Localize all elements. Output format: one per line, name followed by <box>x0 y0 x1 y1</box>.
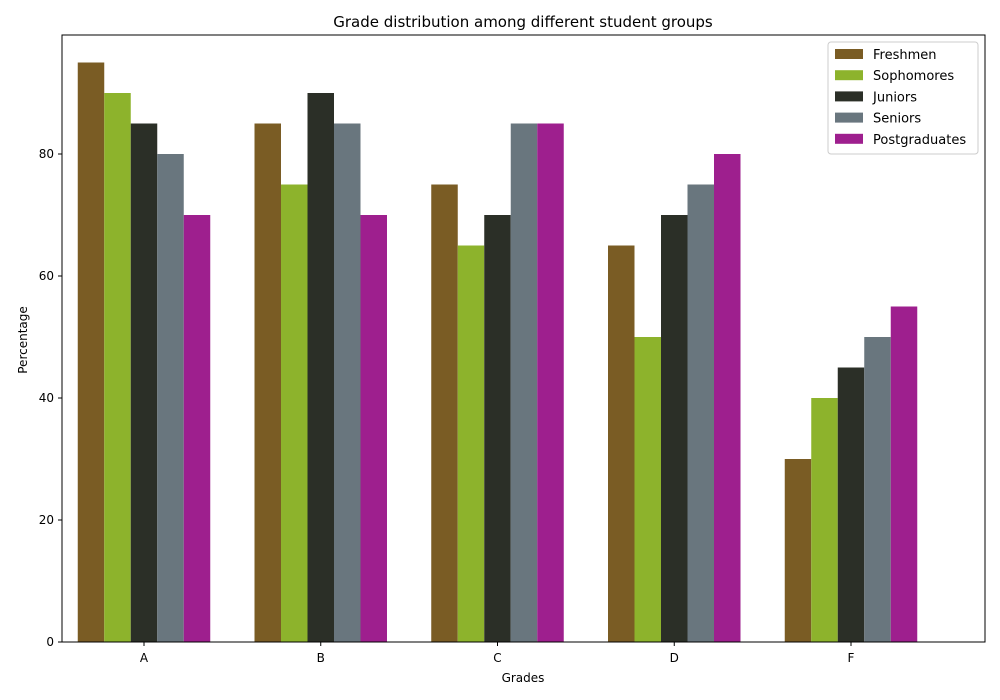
y-tick-label: 60 <box>39 269 54 283</box>
bar-freshmen-a <box>77 62 105 642</box>
x-tick-label: F <box>848 651 855 665</box>
bar-freshmen-b <box>254 123 281 642</box>
bar-sophomores-f <box>811 398 838 642</box>
chart-title: Grade distribution among different stude… <box>333 13 713 31</box>
legend-swatch-sophomores <box>835 70 863 81</box>
bar-juniors-a <box>130 123 158 642</box>
bar-juniors-f <box>837 367 865 642</box>
bar-seniors-d <box>687 184 714 642</box>
bar-juniors-c <box>484 215 511 642</box>
bar-freshmen-f <box>784 459 812 642</box>
bar-juniors-b <box>307 93 334 642</box>
y-axis-title: Percentage <box>16 306 30 374</box>
legend-swatch-seniors <box>835 112 863 123</box>
legend-swatch-juniors <box>835 91 863 102</box>
x-tick-label: D <box>670 651 679 665</box>
y-tick-label: 20 <box>39 513 54 527</box>
bar-postgraduates-a <box>183 215 211 642</box>
bar-postgraduates-c <box>537 123 564 642</box>
legend-label-freshmen: Freshmen <box>873 48 937 63</box>
bar-sophomores-b <box>281 184 308 642</box>
bar-postgraduates-f <box>890 306 918 642</box>
legend: Freshmen Sophomores Juniors Seniors Postgrad… <box>827 41 979 155</box>
bar-postgraduates-d <box>714 154 741 642</box>
legend-box <box>827 41 979 155</box>
plot-frame <box>61 34 986 643</box>
legend-label-postgraduates: Postgraduates <box>873 133 966 148</box>
legend-label-seniors: Seniors <box>873 112 921 127</box>
y-axis: 0 20 40 60 80 <box>39 147 62 649</box>
x-tick-label: A <box>140 651 149 665</box>
y-tick-label: 80 <box>39 147 54 161</box>
y-tick-label: 0 <box>46 635 54 649</box>
legend-swatch-postgraduates <box>835 133 863 144</box>
bar-seniors-c <box>510 123 538 642</box>
bar-seniors-a <box>157 154 184 642</box>
bar-sophomores-d <box>634 337 661 642</box>
x-tick-label: B <box>317 651 325 665</box>
bar-seniors-f <box>864 337 891 642</box>
bar-freshmen-c <box>431 184 458 642</box>
bar-freshmen-d <box>608 245 635 642</box>
bars-group <box>77 62 918 642</box>
legend-label-juniors: Juniors <box>872 90 917 105</box>
x-axis-title: Grades <box>502 671 545 685</box>
legend-swatch-freshmen <box>835 49 863 59</box>
bar-sophomores-a <box>104 93 131 642</box>
x-tick-label: C <box>493 651 501 665</box>
y-tick-label: 40 <box>39 391 54 405</box>
legend-label-sophomores: Sophomores <box>873 69 954 84</box>
bar-sophomores-c <box>457 245 485 642</box>
bar-seniors-b <box>334 123 361 642</box>
bar-juniors-d <box>661 215 688 642</box>
bar-postgraduates-b <box>360 215 387 642</box>
